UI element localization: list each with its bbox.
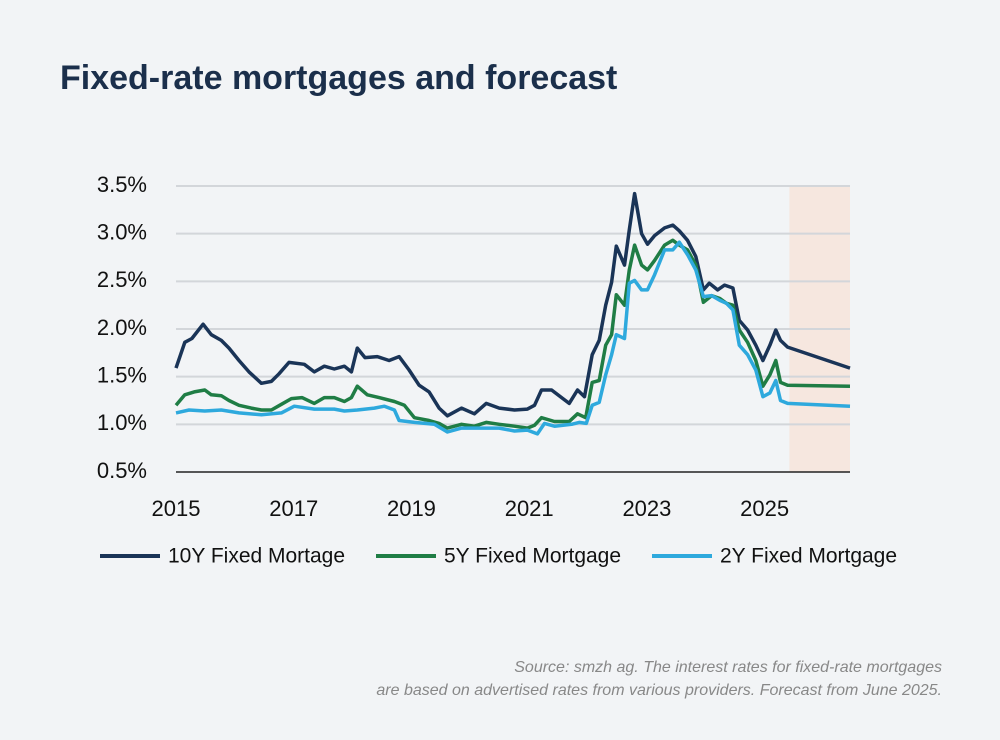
chart-title: Fixed-rate mortgages and forecast: [60, 59, 617, 97]
y-tick-label: 1.5%: [97, 362, 147, 387]
source-note: are based on advertised rates from vario…: [376, 682, 942, 699]
x-tick-label: 2015: [152, 496, 201, 521]
y-tick-label: 1.0%: [97, 410, 147, 435]
line-series: [175, 240, 851, 436]
legend-label: 2Y Fixed Mortgage: [720, 545, 897, 568]
y-tick-label: 3.5%: [97, 172, 147, 197]
x-tick-label: 2017: [269, 496, 318, 521]
x-tick-label: 2023: [622, 496, 671, 521]
x-tick-label: 2025: [740, 496, 789, 521]
legend-label: 10Y Fixed Mortage: [168, 545, 345, 568]
line-series: [174, 191, 851, 418]
y-tick-label: 2.5%: [97, 267, 147, 292]
y-tick-label: 3.0%: [97, 219, 147, 244]
y-tick-label: 2.0%: [97, 315, 147, 340]
x-tick-label: 2021: [505, 496, 554, 521]
x-tick-label: 2019: [387, 496, 436, 521]
legend-label: 5Y Fixed Mortgage: [444, 545, 621, 568]
source-note: Source: smzh ag. The interest rates for …: [514, 659, 942, 676]
y-tick-label: 0.5%: [97, 458, 147, 483]
